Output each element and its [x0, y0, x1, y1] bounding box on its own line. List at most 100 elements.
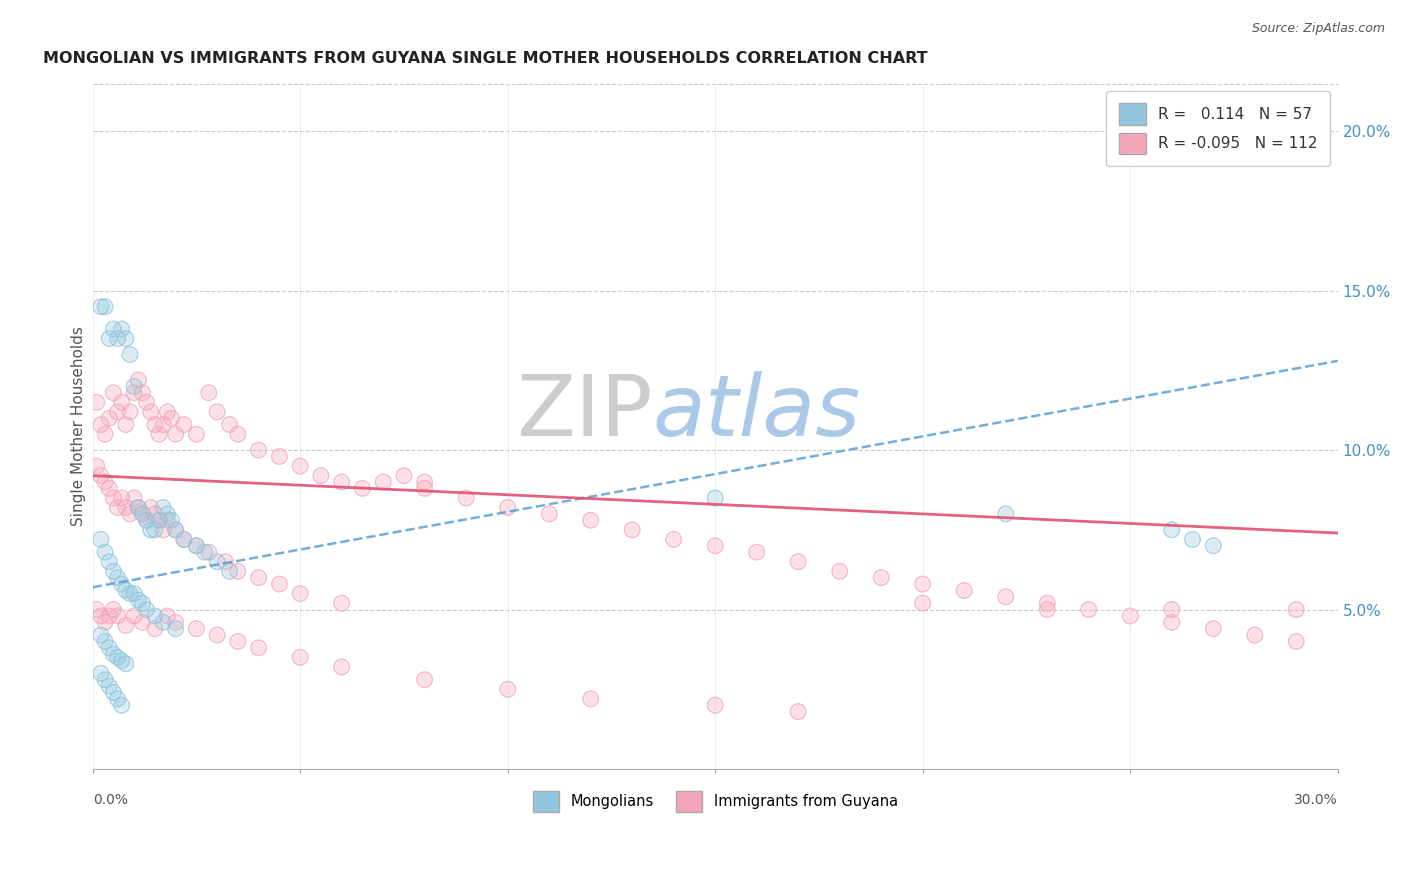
Point: [870, 571, 893, 585]
Point: [994, 507, 1017, 521]
Point: [122, 379, 145, 393]
Point: [1181, 533, 1204, 547]
Point: [330, 660, 353, 674]
Point: [94, 673, 117, 687]
Point: [131, 596, 153, 610]
Point: [621, 523, 644, 537]
Point: [107, 650, 129, 665]
Point: [288, 459, 311, 474]
Point: [1285, 602, 1308, 616]
Point: [198, 385, 221, 400]
Point: [1285, 602, 1308, 616]
Point: [994, 590, 1017, 604]
Point: [247, 443, 270, 458]
Point: [90, 628, 112, 642]
Point: [143, 507, 166, 521]
Point: [143, 609, 166, 624]
Point: [152, 500, 174, 515]
Point: [186, 539, 208, 553]
Point: [148, 513, 170, 527]
Point: [148, 513, 170, 527]
Point: [131, 507, 153, 521]
Point: [127, 593, 149, 607]
Point: [131, 507, 153, 521]
Point: [156, 507, 179, 521]
Point: [392, 468, 415, 483]
Point: [86, 395, 108, 409]
Point: [1243, 628, 1265, 642]
Point: [247, 571, 270, 585]
Point: [103, 385, 125, 400]
Point: [173, 533, 195, 547]
Point: [1243, 628, 1265, 642]
Point: [98, 640, 121, 655]
Point: [90, 666, 112, 681]
Point: [373, 475, 395, 489]
Point: [198, 545, 221, 559]
Point: [122, 385, 145, 400]
Point: [86, 602, 108, 616]
Point: [131, 596, 153, 610]
Point: [114, 332, 136, 346]
Point: [1160, 602, 1182, 616]
Point: [127, 500, 149, 515]
Point: [1160, 615, 1182, 630]
Point: [90, 417, 112, 432]
Point: [156, 609, 179, 624]
Point: [828, 564, 851, 578]
Point: [143, 507, 166, 521]
Point: [165, 523, 187, 537]
Point: [226, 564, 249, 578]
Point: [86, 459, 108, 474]
Point: [152, 615, 174, 630]
Point: [704, 698, 727, 713]
Point: [118, 586, 141, 600]
Point: [131, 615, 153, 630]
Point: [122, 491, 145, 505]
Point: [103, 322, 125, 336]
Point: [103, 685, 125, 699]
Point: [156, 405, 179, 419]
Point: [90, 468, 112, 483]
Point: [226, 427, 249, 442]
Point: [139, 405, 162, 419]
Point: [247, 640, 270, 655]
Point: [269, 450, 291, 464]
Point: [953, 583, 976, 598]
Point: [107, 500, 129, 515]
Point: [114, 618, 136, 632]
Point: [186, 622, 208, 636]
Point: [288, 586, 311, 600]
Point: [538, 507, 561, 521]
Point: [538, 507, 561, 521]
Point: [309, 468, 332, 483]
Point: [1036, 596, 1059, 610]
Point: [148, 427, 170, 442]
Text: 30.0%: 30.0%: [1294, 793, 1337, 806]
Point: [173, 417, 195, 432]
Point: [98, 609, 121, 624]
Point: [111, 577, 134, 591]
Point: [107, 571, 129, 585]
Point: [114, 583, 136, 598]
Point: [373, 475, 395, 489]
Point: [90, 609, 112, 624]
Point: [392, 468, 415, 483]
Point: [205, 405, 228, 419]
Point: [118, 507, 141, 521]
Point: [205, 555, 228, 569]
Point: [103, 385, 125, 400]
Point: [218, 417, 240, 432]
Point: [165, 615, 187, 630]
Point: [870, 571, 893, 585]
Y-axis label: Single Mother Households: Single Mother Households: [72, 326, 86, 526]
Point: [152, 523, 174, 537]
Point: [118, 507, 141, 521]
Point: [1160, 523, 1182, 537]
Point: [111, 395, 134, 409]
Point: [330, 475, 353, 489]
Point: [103, 491, 125, 505]
Point: [787, 555, 810, 569]
Point: [111, 322, 134, 336]
Point: [98, 332, 121, 346]
